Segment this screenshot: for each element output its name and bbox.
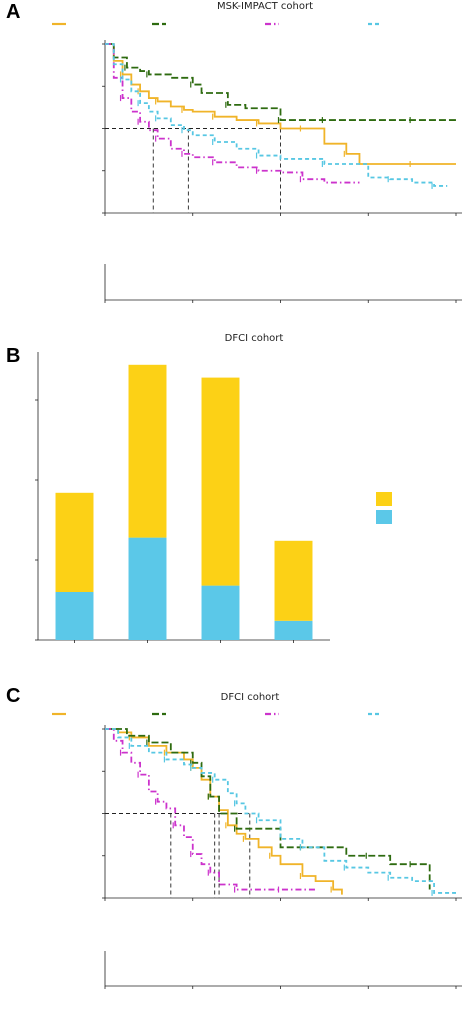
survival-curve-ddrmut: [105, 728, 343, 895]
survival-curve-wt: [105, 728, 456, 894]
panel-a-title: MSK-IMPACT cohort: [217, 1, 313, 12]
bar-response-tp53mut: [274, 620, 313, 640]
panel-b-title: DFCI cohort: [225, 333, 284, 344]
panel-letter-c: C: [6, 685, 20, 707]
bar-response-mmrmut: [55, 592, 94, 640]
survival-curve-wt: [105, 43, 448, 187]
panel-c: [52, 712, 462, 989]
axis-frame: [104, 40, 462, 214]
risk-table-frame: [104, 951, 462, 987]
panel-a: [52, 22, 462, 303]
bar-no-response-mmrmut: [55, 492, 94, 592]
bar-no-response-tp53mut: [274, 540, 313, 621]
legend-swatch-response: [376, 510, 392, 524]
panel-letter-a: A: [6, 1, 20, 23]
axis-frame: [104, 725, 462, 899]
bar-response-ddrmut: [128, 537, 167, 640]
survival-curve-mmrmut: [105, 728, 431, 890]
survival-curve-tp53mut: [105, 43, 360, 184]
bar-no-response-wt: [201, 377, 240, 586]
survival-curve-tp53mut: [105, 728, 316, 891]
bar-no-response-ddrmut: [128, 364, 167, 538]
panel-b: [35, 352, 392, 643]
bar-response-wt: [201, 585, 240, 640]
risk-table-frame: [104, 264, 462, 301]
survival-curve-mmrmut: [105, 43, 457, 122]
panel-letter-b: B: [6, 345, 20, 367]
legend-swatch-no-response: [376, 492, 392, 506]
panel-c-title: DFCI cohort: [221, 692, 280, 703]
